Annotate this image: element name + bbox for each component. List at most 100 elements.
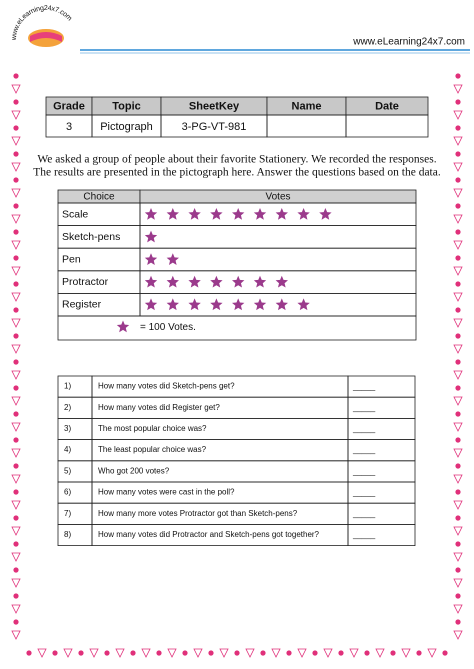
border-triangle <box>453 214 463 224</box>
border-dot <box>78 650 84 656</box>
border-triangle <box>11 422 21 432</box>
star <box>144 253 158 265</box>
column-header: Choice <box>83 192 115 203</box>
border-dot <box>13 151 19 157</box>
border-triangle <box>453 396 463 406</box>
choice-label: Protractor <box>62 276 109 288</box>
border-dot <box>13 203 19 209</box>
border-dot <box>455 255 461 261</box>
border-dot <box>455 593 461 599</box>
choice-label: Sketch-pens <box>62 231 120 243</box>
border-dot <box>455 229 461 235</box>
column-header: Votes <box>265 192 290 203</box>
answer-blank: _____ <box>352 446 376 455</box>
website: www.eLearning24x7.com <box>352 37 465 48</box>
star <box>232 208 245 220</box>
star <box>275 208 288 220</box>
question-text: Who got 200 votes? <box>98 466 170 475</box>
border-triangle <box>11 370 21 380</box>
answer-blank: _____ <box>352 382 376 391</box>
border-triangle <box>11 448 21 458</box>
question-number: 4) <box>64 445 71 454</box>
border-dot <box>455 281 461 287</box>
border-triangle <box>453 500 463 510</box>
border-triangle <box>11 500 21 510</box>
star <box>166 298 179 311</box>
answer-blank: _____ <box>352 403 376 412</box>
question-text: The most popular choice was? <box>98 424 207 433</box>
border-dot <box>455 125 461 131</box>
border-dot <box>455 489 461 495</box>
border-triangle <box>11 266 21 276</box>
border-dot <box>455 567 461 573</box>
star <box>319 208 332 220</box>
star <box>144 230 158 243</box>
cell-text: Pictograph <box>100 121 153 133</box>
question-text: How many votes did Register get? <box>98 403 220 412</box>
border-dot <box>455 151 461 157</box>
column-header: Grade <box>53 100 85 112</box>
question-number: 1) <box>64 382 71 391</box>
border-triangle <box>37 648 47 658</box>
border-triangle <box>453 344 463 354</box>
border-triangle <box>453 370 463 380</box>
border-triangle <box>11 240 21 250</box>
border-triangle <box>453 422 463 432</box>
question-text: How many votes were cast in the poll? <box>98 488 235 497</box>
border-dot <box>182 650 188 656</box>
question-number: 6) <box>64 488 71 497</box>
border-dot <box>13 125 19 131</box>
border-triangle <box>453 318 463 328</box>
border-dot <box>442 650 448 656</box>
star <box>232 275 245 288</box>
border-dot <box>208 650 214 656</box>
star <box>232 298 245 311</box>
border-triangle <box>11 292 21 302</box>
star <box>297 298 310 311</box>
star-row <box>144 275 288 288</box>
column-header: Date <box>375 100 399 112</box>
star <box>166 208 179 220</box>
star <box>275 275 288 288</box>
border-dot <box>13 489 19 495</box>
star <box>144 208 158 220</box>
star-row <box>144 298 310 311</box>
star <box>253 298 267 311</box>
choice-label: Scale <box>62 208 88 220</box>
star <box>210 208 223 220</box>
border-dot <box>26 650 32 656</box>
star <box>166 275 179 288</box>
border-triangle <box>427 648 437 658</box>
answer-blank: _____ <box>352 509 376 518</box>
border-triangle <box>11 84 21 94</box>
question-text: How many votes did Protractor and Sketch… <box>98 530 320 539</box>
border-triangle <box>453 448 463 458</box>
border-dot <box>260 650 266 656</box>
intro-line: The results are presented in the pictogr… <box>33 167 441 179</box>
choice-label: Register <box>62 299 102 311</box>
question-text: How many votes did Sketch-pens get? <box>98 382 235 391</box>
border-triangle <box>453 162 463 172</box>
border-triangle <box>453 136 463 146</box>
answer-blank: _____ <box>352 531 376 540</box>
border-dot <box>156 650 162 656</box>
border-triangle <box>63 648 73 658</box>
border-dot <box>455 359 461 365</box>
border-dot <box>455 203 461 209</box>
border-dot <box>455 411 461 417</box>
border-dot <box>13 463 19 469</box>
border-triangle <box>453 110 463 120</box>
border-dot <box>13 73 19 79</box>
border-triangle <box>453 474 463 484</box>
border-triangle <box>453 266 463 276</box>
intro-line: We asked a group of people about their f… <box>37 154 436 166</box>
border-dot <box>13 177 19 183</box>
border-triangle <box>219 648 229 658</box>
border-triangle <box>453 552 463 562</box>
border-triangle <box>375 648 385 658</box>
border-triangle <box>11 214 21 224</box>
border-triangle <box>141 648 151 658</box>
question-number: 3) <box>64 424 71 433</box>
cell <box>266 114 347 138</box>
border-dot <box>13 281 19 287</box>
